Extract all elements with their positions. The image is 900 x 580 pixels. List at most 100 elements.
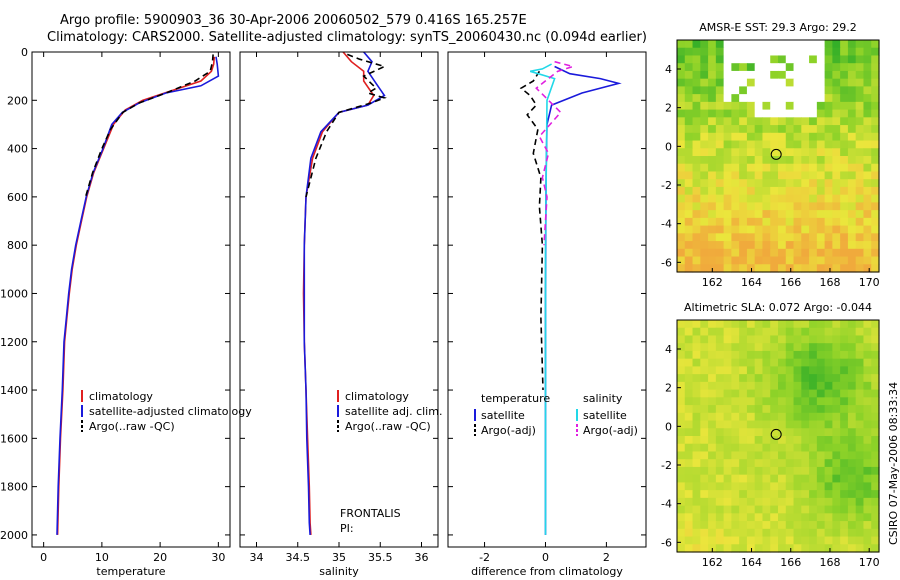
sst-map-cell	[723, 163, 732, 173]
sst-map-cell	[793, 194, 802, 203]
sst-map-cell	[677, 233, 686, 242]
sla-map-cell	[677, 350, 686, 360]
sla-map-cell	[816, 474, 826, 483]
sla-map-cell	[778, 327, 787, 337]
sst-map-cell	[723, 117, 732, 126]
sst-map-cell	[840, 194, 849, 203]
sst-map-cell	[708, 171, 717, 180]
sst-map-cell	[723, 94, 732, 103]
sla-map-cell	[739, 451, 748, 460]
sla-map-cell	[677, 343, 686, 352]
sla-map-cell	[754, 528, 764, 538]
sla-map-cell	[723, 443, 732, 453]
sst-map-cell	[832, 148, 841, 157]
sla-map-cell	[731, 397, 740, 406]
sla-map-cell	[840, 320, 849, 329]
sla-map-cell	[700, 474, 709, 483]
sst-map-cell	[832, 156, 841, 165]
sst-map-cell	[723, 125, 732, 134]
sla-map-cell	[754, 474, 764, 483]
sst-map-cell	[684, 186, 694, 196]
sst-map-cell	[739, 186, 748, 196]
sla-map-cell	[847, 497, 857, 507]
sla-map-cell	[778, 459, 787, 468]
sst-map-cell	[871, 140, 880, 149]
sst-map-cell	[778, 63, 787, 72]
sst-map-cell	[809, 132, 818, 142]
sla-map-cell	[677, 490, 686, 499]
sst-map-cell	[684, 94, 694, 103]
sst-map-cell	[677, 241, 686, 250]
sla-map-cell	[731, 405, 740, 414]
salinity-legend-label: climatology	[345, 390, 409, 403]
sla-map-cell	[677, 528, 686, 538]
sla-map-cell	[809, 528, 818, 538]
sla-map-cell	[832, 412, 841, 422]
sla-map-cell	[770, 505, 779, 514]
sla-map-cell	[677, 497, 686, 507]
sla-map-cell	[700, 536, 709, 545]
sla-map-cell	[832, 420, 841, 429]
sla-map-cell	[762, 536, 771, 545]
sst-map-cell	[746, 78, 756, 87]
sst-map-cell	[739, 148, 748, 157]
sla-map-cell	[715, 366, 725, 375]
sst-map-ytick-label: 2	[665, 102, 672, 115]
sst-map-cell	[708, 55, 717, 64]
sst-map-cell	[847, 256, 857, 265]
sst-map-cell	[824, 163, 833, 173]
sst-map-cell	[824, 148, 833, 157]
sla-map-cell	[715, 497, 725, 507]
sst-map-cell	[871, 225, 880, 234]
sla-map-cell	[754, 482, 764, 491]
sst-map-cell	[700, 109, 709, 118]
sst-map-cell	[723, 179, 732, 188]
sst-map-cell	[847, 132, 857, 142]
sst-map-cell	[708, 163, 717, 173]
sst-map-cell	[700, 256, 709, 265]
sla-map-cell	[778, 335, 787, 344]
sla-map-cell	[855, 459, 865, 468]
sst-map-cell	[793, 225, 802, 234]
sla-map-cell	[801, 381, 810, 391]
sla-map-cell	[715, 505, 725, 514]
sst-map-cell	[785, 125, 795, 134]
sla-map-cell	[715, 412, 725, 422]
temperature-ytick-label: 1000	[0, 287, 28, 300]
sst-map-cell	[855, 264, 865, 273]
sla-map-cell	[840, 505, 849, 514]
sst-map-cell	[863, 248, 872, 258]
sst-map-cell	[677, 55, 686, 64]
sst-map-cell	[778, 132, 787, 142]
sst-map-cell	[801, 217, 810, 227]
sla-map-cell	[770, 451, 779, 460]
sla-map-cell	[840, 490, 849, 499]
sst-map-cell	[754, 55, 764, 64]
sla-map-cell	[824, 335, 833, 344]
sst-map-cell	[700, 40, 709, 49]
sst-map-cell	[723, 256, 732, 265]
sst-map-cell	[785, 186, 795, 196]
sla-map-cell	[715, 335, 725, 344]
sst-map-cell	[739, 256, 748, 265]
sla-map-cell	[832, 327, 841, 337]
sst-map-cell	[739, 117, 748, 126]
sst-map-cell	[816, 40, 826, 49]
sla-map-cell	[746, 320, 756, 329]
sst-map-cell	[762, 109, 771, 118]
sst-map-cell	[770, 40, 779, 49]
sla-map-cell	[684, 405, 694, 414]
sst-map-cell	[793, 264, 802, 273]
sla-map-cell	[847, 358, 857, 367]
sla-map-cell	[871, 374, 880, 383]
sla-map-cell	[692, 474, 701, 483]
sst-map-cell	[778, 101, 787, 111]
sst-map-cell	[770, 241, 779, 250]
sst-map-cell	[847, 101, 857, 111]
sst-map-cell	[816, 55, 826, 64]
sla-map-cell	[785, 497, 795, 507]
sla-map-cell	[708, 474, 717, 483]
sla-map-cell	[762, 335, 771, 344]
sla-map-cell	[739, 528, 748, 538]
